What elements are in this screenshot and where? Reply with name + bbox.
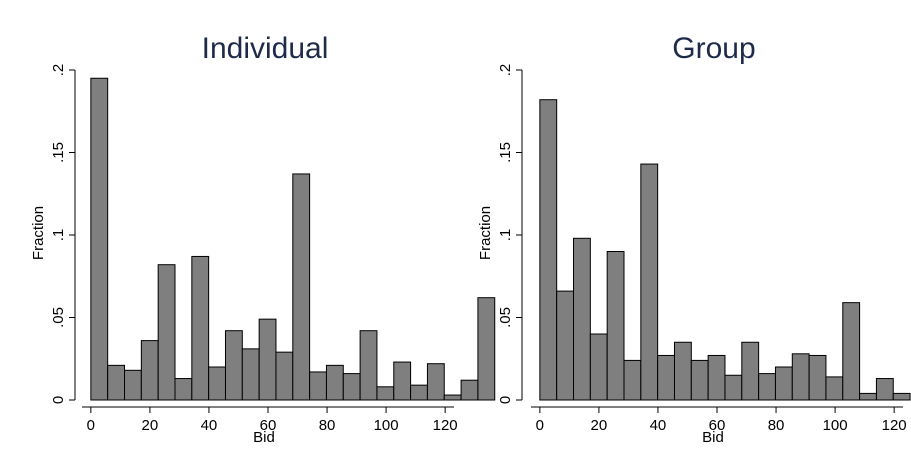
x-tick-label: 20 <box>591 417 608 434</box>
bar <box>539 99 558 401</box>
bar <box>258 318 277 401</box>
y-tick-label: 0 <box>50 396 67 404</box>
bar <box>791 353 810 401</box>
bar <box>623 359 642 401</box>
bar <box>208 366 226 401</box>
x-tick-label: 20 <box>142 417 159 434</box>
x-tick-label: 100 <box>374 417 399 434</box>
bar <box>707 354 726 401</box>
bar <box>376 386 395 401</box>
y-tick-label: .05 <box>497 307 514 328</box>
y-axis-label: Fraction <box>477 206 494 260</box>
x-tick-label: 40 <box>650 417 667 434</box>
bars <box>539 99 911 401</box>
bar <box>359 330 378 401</box>
bar <box>292 173 311 401</box>
bar <box>393 361 412 401</box>
x-tick-label: 80 <box>768 417 785 434</box>
bar <box>808 354 827 401</box>
bar <box>842 302 861 401</box>
bar <box>309 371 327 401</box>
bar <box>589 333 608 401</box>
y-ticks: 0 .05 .1 .15 .2 <box>50 64 75 404</box>
chart-title: Individual <box>202 32 329 65</box>
y-tick-label: .2 <box>497 64 514 77</box>
x-tick-label: 60 <box>709 417 726 434</box>
bars <box>90 77 496 401</box>
panel-group: Group Fraction Bid 0 .05 .1 .15 .2 0 20 40 60 80… <box>477 32 911 446</box>
y-tick-label: .2 <box>50 64 67 77</box>
x-tick-label: 100 <box>823 417 848 434</box>
x-tick-label: 40 <box>201 417 218 434</box>
bar <box>410 384 428 401</box>
bar <box>477 297 496 401</box>
bar <box>157 264 176 401</box>
x-tick-label: 60 <box>260 417 277 434</box>
y-tick-label: 0 <box>497 396 514 404</box>
chart-title: Group <box>672 32 755 65</box>
bar <box>325 364 344 401</box>
bar <box>741 341 760 401</box>
x-axis-label: Bid <box>253 429 275 446</box>
y-tick-label: .15 <box>50 142 67 163</box>
bar <box>241 348 260 401</box>
bar <box>573 237 591 401</box>
y-tick-label: .1 <box>497 229 514 242</box>
bar <box>556 290 575 401</box>
x-axis-label: Bid <box>702 429 724 446</box>
panel-individual: Individual Fraction Bid 0 .05 .1 .15 .2 0 20 4… <box>30 32 496 446</box>
y-ticks: 0 .05 .1 .15 .2 <box>497 64 522 404</box>
bar <box>460 379 479 401</box>
bar <box>640 163 659 401</box>
bar <box>724 374 743 401</box>
x-tick-label: 120 <box>433 417 458 434</box>
bar <box>892 392 911 401</box>
y-tick-label: .05 <box>50 307 67 328</box>
x-ticks: 0 20 40 60 80 100 120 <box>87 407 458 434</box>
bar <box>657 354 675 401</box>
bar <box>426 363 445 401</box>
bar <box>859 392 877 401</box>
bar <box>107 364 126 401</box>
bar <box>690 359 709 401</box>
x-tick-label: 120 <box>882 417 907 434</box>
x-tick-label: 0 <box>536 417 544 434</box>
bar <box>124 369 142 401</box>
bar <box>174 378 193 401</box>
bar <box>774 366 793 401</box>
bar <box>275 351 294 401</box>
y-axis-label: Fraction <box>30 206 47 260</box>
y-tick-label: .1 <box>50 229 67 242</box>
bar <box>443 394 462 401</box>
y-tick-label: .15 <box>497 142 514 163</box>
bar <box>90 77 109 401</box>
x-tick-label: 0 <box>87 417 95 434</box>
bar <box>342 373 361 401</box>
bar <box>140 340 159 401</box>
bar <box>875 378 894 401</box>
x-tick-label: 80 <box>319 417 336 434</box>
bar <box>606 251 625 401</box>
bar <box>224 330 243 401</box>
bar <box>673 341 692 401</box>
x-ticks: 0 20 40 60 80 100 120 <box>536 407 907 434</box>
bar <box>825 376 844 401</box>
bar <box>191 255 210 401</box>
bar <box>758 373 776 401</box>
